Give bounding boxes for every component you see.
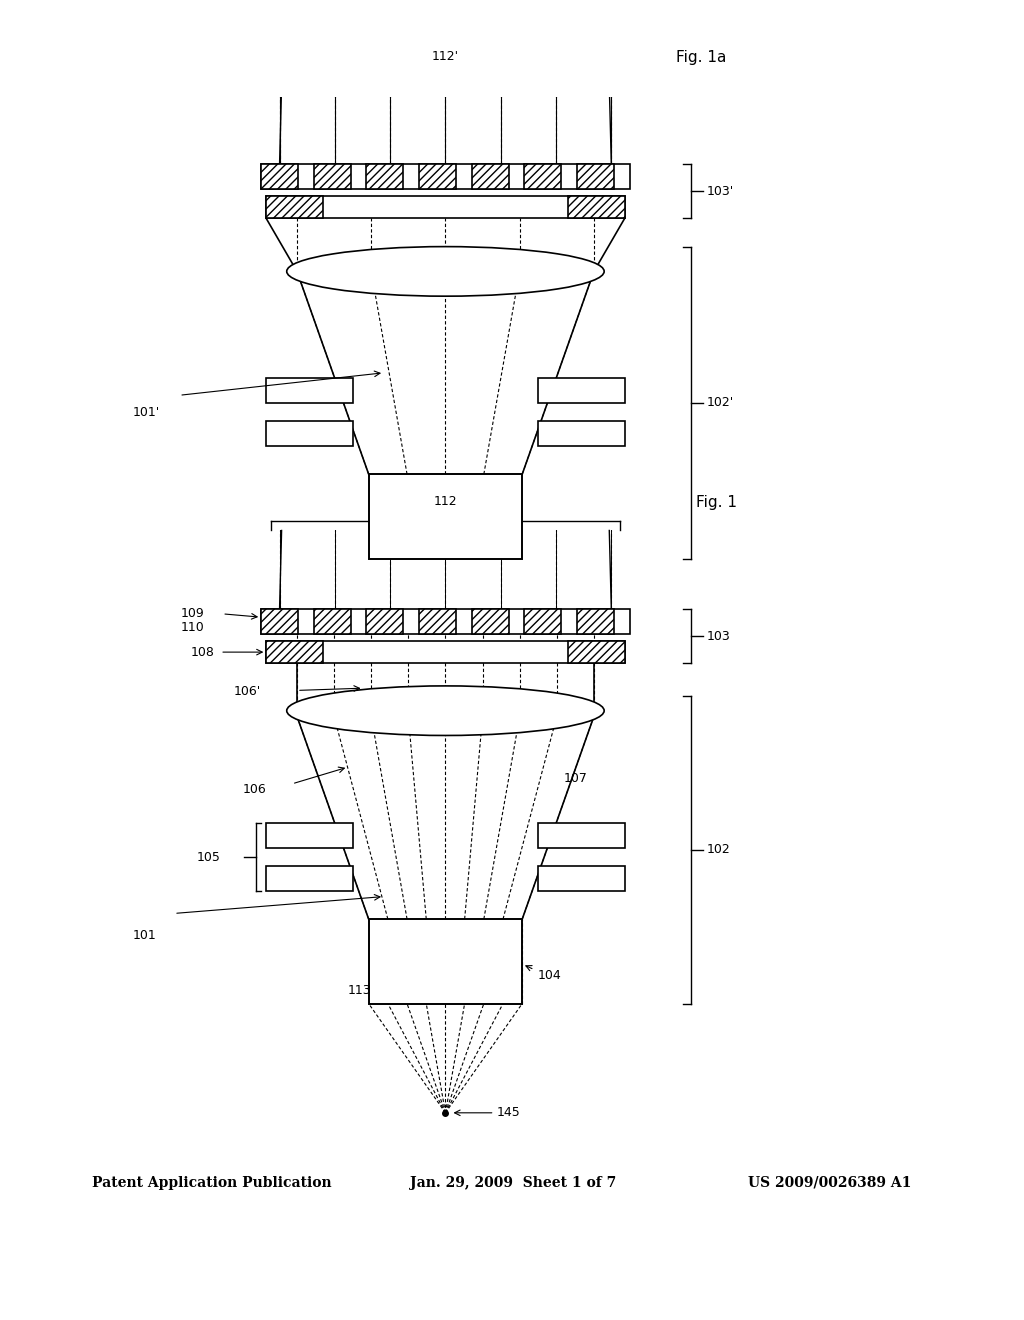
Text: 101': 101': [133, 405, 161, 418]
FancyBboxPatch shape: [266, 824, 353, 849]
FancyBboxPatch shape: [568, 195, 625, 218]
Text: 113: 113: [348, 983, 372, 997]
FancyBboxPatch shape: [568, 640, 625, 664]
FancyBboxPatch shape: [261, 165, 630, 189]
FancyBboxPatch shape: [369, 474, 522, 558]
Text: 103': 103': [707, 185, 734, 198]
FancyBboxPatch shape: [419, 165, 456, 189]
FancyBboxPatch shape: [261, 610, 630, 634]
Text: 109: 109: [181, 607, 205, 620]
Text: 102': 102': [707, 396, 734, 409]
FancyBboxPatch shape: [266, 195, 323, 218]
FancyBboxPatch shape: [266, 640, 323, 664]
FancyBboxPatch shape: [538, 379, 625, 403]
Text: 106': 106': [233, 685, 261, 698]
FancyBboxPatch shape: [261, 610, 298, 634]
Text: 106: 106: [243, 783, 266, 796]
Text: Fig. 1: Fig. 1: [696, 495, 737, 510]
FancyBboxPatch shape: [367, 165, 403, 189]
FancyBboxPatch shape: [538, 421, 625, 446]
Text: Patent Application Publication: Patent Application Publication: [92, 1176, 332, 1189]
Text: US 2009/0026389 A1: US 2009/0026389 A1: [748, 1176, 911, 1189]
Text: 102: 102: [707, 843, 730, 857]
Text: 110: 110: [181, 620, 205, 634]
Text: 101: 101: [133, 929, 157, 942]
FancyBboxPatch shape: [266, 866, 353, 891]
FancyBboxPatch shape: [369, 919, 522, 1003]
Text: 112: 112: [433, 495, 458, 508]
Text: Fig. 1a: Fig. 1a: [676, 50, 726, 65]
FancyBboxPatch shape: [538, 866, 625, 891]
Ellipse shape: [287, 686, 604, 735]
Text: 103: 103: [707, 630, 730, 643]
FancyBboxPatch shape: [261, 165, 298, 189]
FancyBboxPatch shape: [524, 610, 561, 634]
FancyBboxPatch shape: [524, 165, 561, 189]
FancyBboxPatch shape: [266, 379, 353, 403]
FancyBboxPatch shape: [538, 824, 625, 849]
Text: 108: 108: [191, 645, 215, 659]
Text: 145: 145: [497, 1106, 520, 1119]
FancyBboxPatch shape: [266, 421, 353, 446]
FancyBboxPatch shape: [472, 610, 509, 634]
FancyBboxPatch shape: [313, 165, 350, 189]
Text: 112': 112': [432, 50, 459, 63]
FancyBboxPatch shape: [419, 610, 456, 634]
FancyBboxPatch shape: [578, 165, 614, 189]
Ellipse shape: [287, 247, 604, 296]
FancyBboxPatch shape: [266, 195, 625, 218]
FancyBboxPatch shape: [266, 640, 625, 664]
Text: 105: 105: [197, 850, 220, 863]
FancyBboxPatch shape: [313, 610, 350, 634]
Text: 107: 107: [563, 772, 587, 785]
FancyBboxPatch shape: [578, 610, 614, 634]
Text: 104: 104: [538, 969, 561, 982]
Text: Jan. 29, 2009  Sheet 1 of 7: Jan. 29, 2009 Sheet 1 of 7: [410, 1176, 615, 1189]
FancyBboxPatch shape: [472, 165, 509, 189]
FancyBboxPatch shape: [367, 610, 403, 634]
